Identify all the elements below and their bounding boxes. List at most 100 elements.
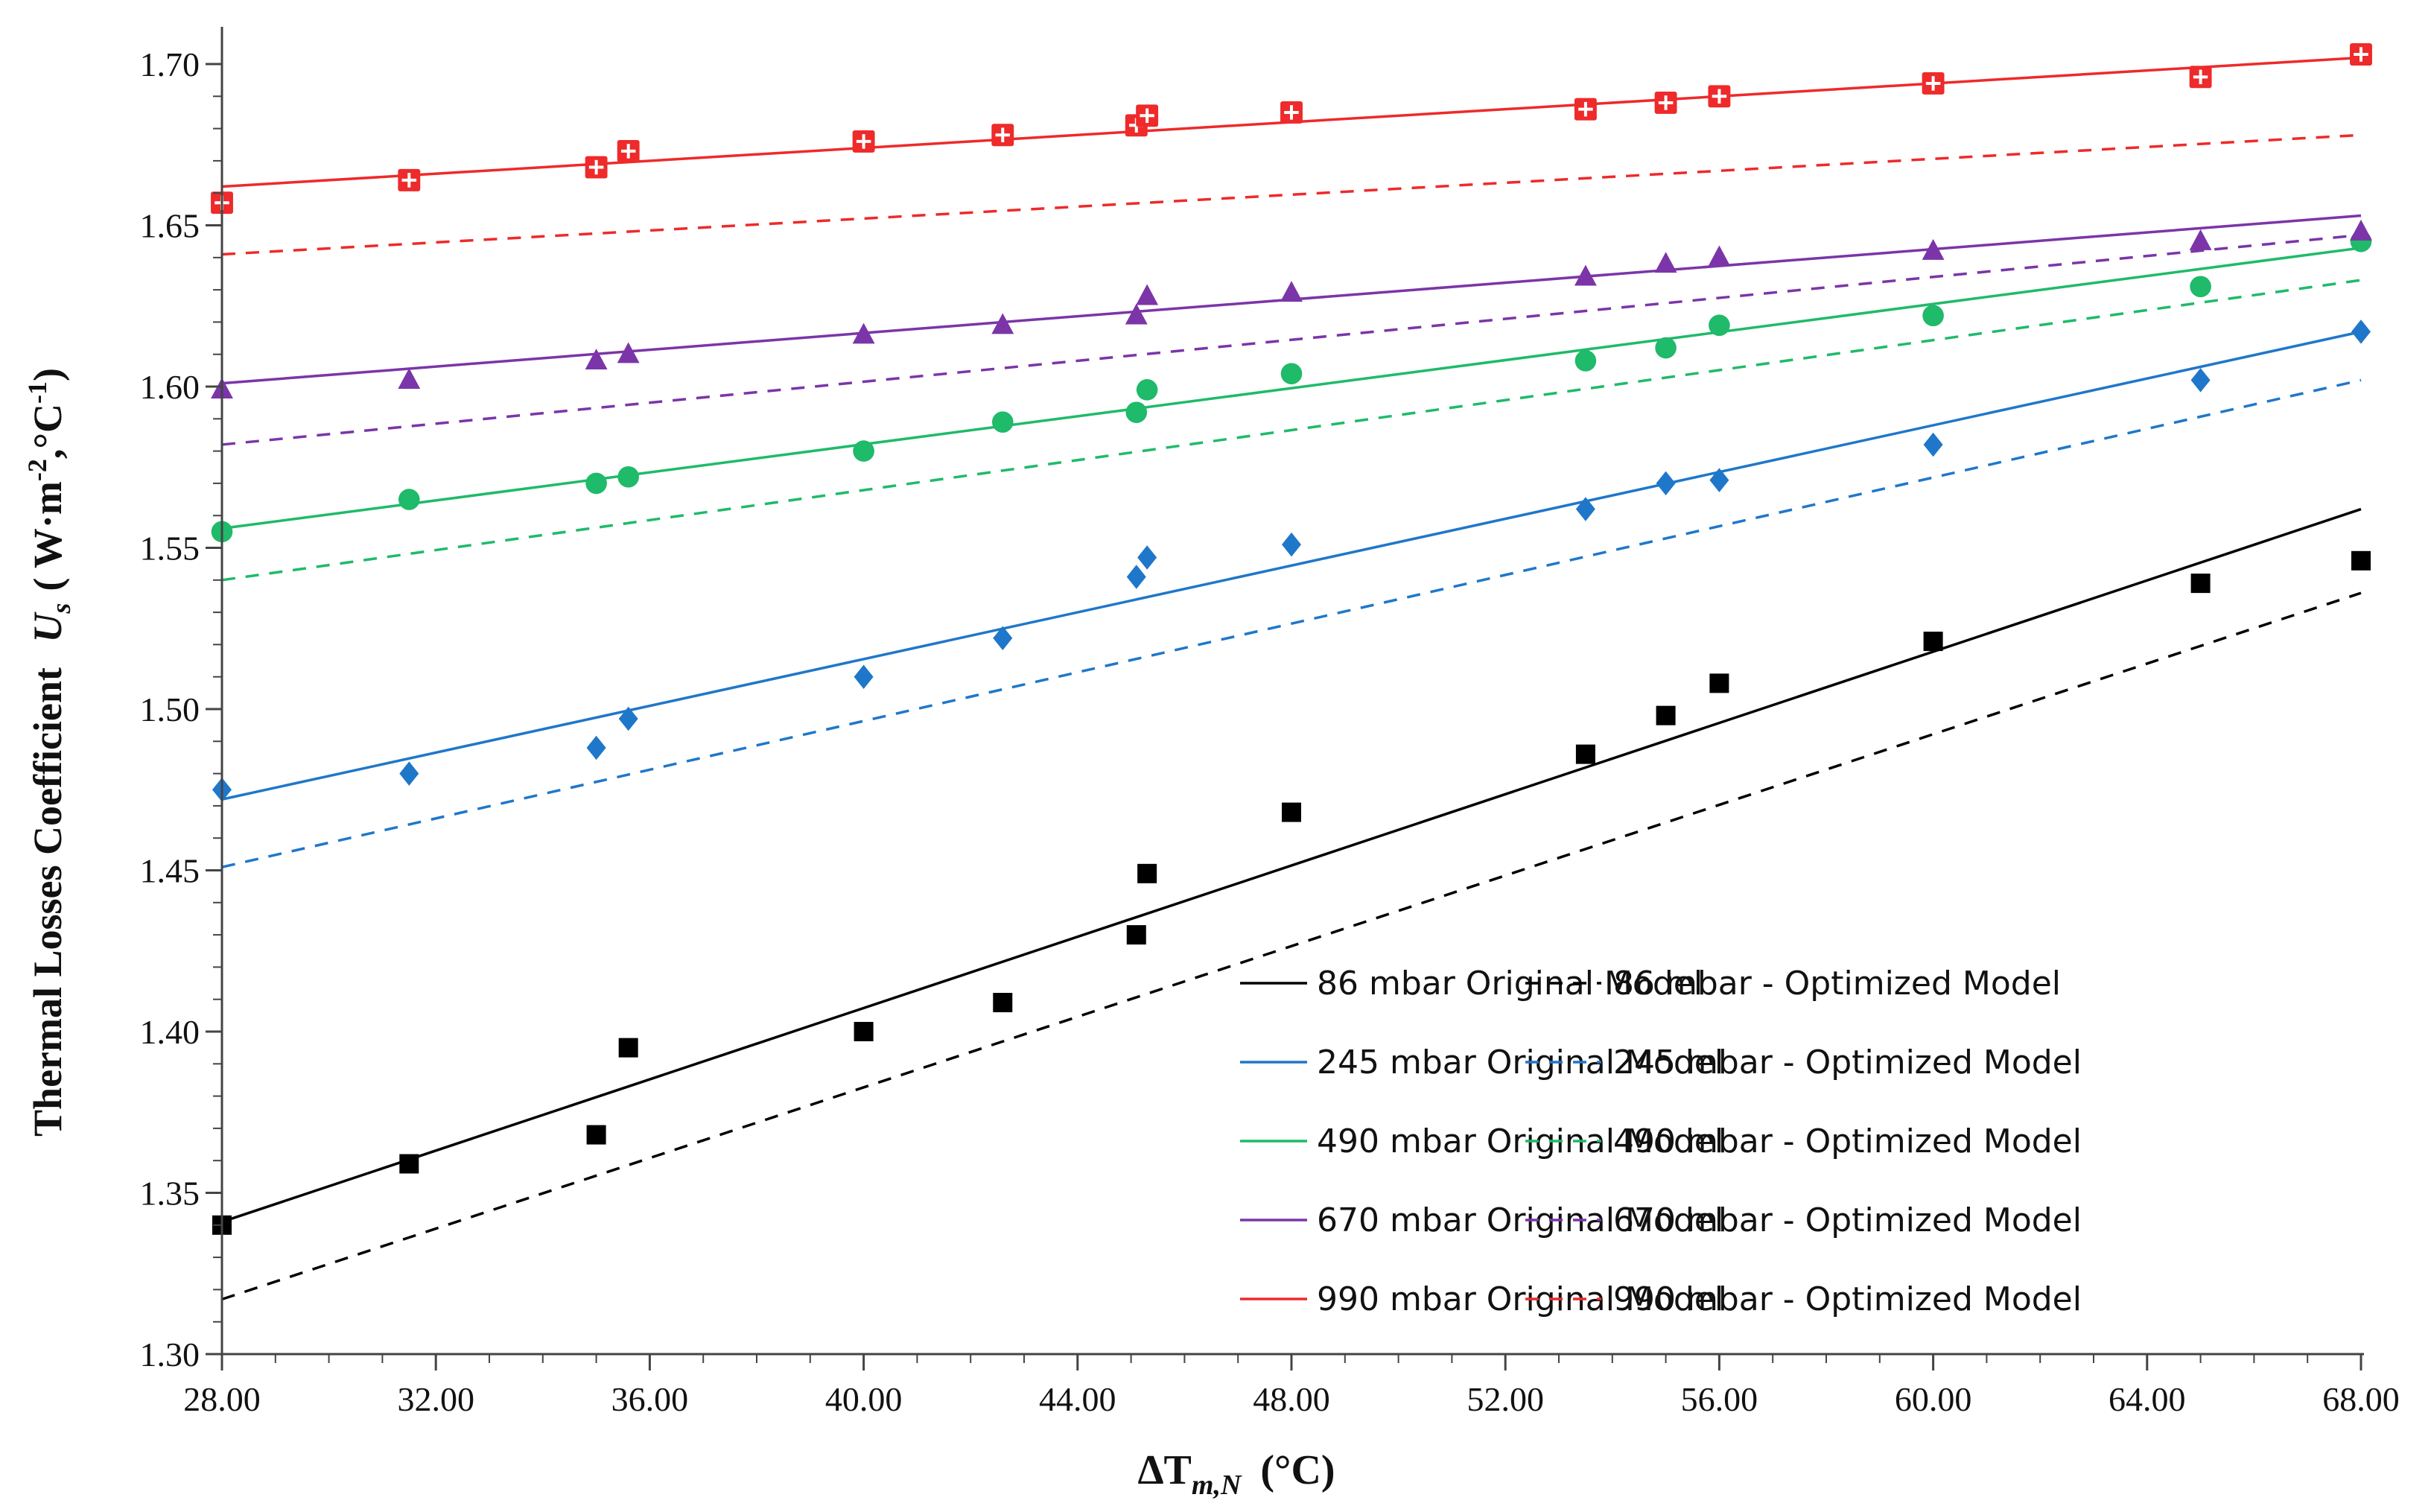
data-point: [585, 156, 608, 179]
data-point: [2190, 276, 2211, 298]
data-point: [1709, 673, 1729, 693]
data-point: [1126, 565, 1146, 589]
data-point: [618, 706, 638, 731]
data-point: [398, 168, 421, 191]
y-axis-title: Thermal Losses Coefficient Us ( W·m-2,°C-…: [22, 368, 76, 1137]
data-point: [1125, 401, 1148, 423]
data-point: [2189, 66, 2212, 89]
data-point: [853, 440, 874, 462]
measured-points: [211, 43, 2372, 1235]
data-point: [1922, 305, 1944, 327]
legend-label-optimized: 245 mbar - Optimized Model: [1613, 1044, 2082, 1081]
data-point: [1126, 925, 1146, 945]
data-point: [1136, 379, 1158, 401]
data-point: [1125, 303, 1148, 325]
data-point: [1708, 245, 1731, 267]
data-point: [1656, 471, 1676, 496]
y-axis-title-unit-mid: ,°C: [25, 404, 70, 459]
data-point: [1280, 363, 1303, 384]
data-point: [586, 1125, 606, 1145]
x-axis-title-sub: m,N: [1192, 1470, 1242, 1501]
optimized-model-line: [221, 591, 2362, 1301]
data-point: [1280, 101, 1303, 124]
data-point: [1574, 350, 1597, 372]
data-point: [1922, 72, 1945, 95]
svg-text:ΔTm,N(°C): ΔTm,N (°C): [1137, 1447, 1335, 1501]
data-point: [2189, 229, 2212, 250]
data-point: [585, 472, 607, 495]
data-point: [586, 735, 606, 760]
x-tick-label: 28.00: [183, 1380, 261, 1418]
data-point: [1922, 238, 1945, 260]
data-point: [1282, 802, 1301, 822]
y-tick-label: 1.40: [140, 1013, 200, 1051]
y-axis-title-unit-open: ( W·m: [25, 481, 70, 591]
data-point: [398, 368, 421, 390]
data-point: [398, 489, 420, 510]
x-tick-label: 56.00: [1681, 1380, 1758, 1418]
legend-label-original: 86 mbar Original Model: [1317, 965, 1703, 1003]
data-point: [1709, 468, 1729, 492]
data-point: [991, 411, 1014, 433]
data-point: [1574, 98, 1597, 121]
x-tick-label: 32.00: [397, 1380, 474, 1418]
x-tick-label: 44.00: [1039, 1380, 1116, 1418]
y-axis-title-exp1: -2: [22, 459, 52, 481]
data-point: [1136, 284, 1159, 305]
y-tick-label: 1.70: [140, 45, 200, 83]
optimized-model-line: [221, 279, 2362, 582]
data-point: [2190, 368, 2211, 393]
data-point: [585, 349, 608, 370]
x-tick-label: 40.00: [825, 1380, 903, 1418]
data-point: [1709, 314, 1730, 337]
x-tick-label: 68.00: [2322, 1380, 2400, 1418]
data-point: [618, 1038, 638, 1058]
data-point: [1656, 705, 1676, 725]
y-tick-label: 1.55: [140, 530, 200, 568]
legend-label-optimized: 86 mbar - Optimized Model: [1613, 965, 2061, 1003]
data-point: [1136, 104, 1159, 127]
data-point: [854, 664, 874, 689]
svg-text:Thermal Losses Coefficient: Thermal Losses Coefficient Us ( W·m-2,°C-…: [22, 368, 76, 1137]
data-point: [1574, 264, 1597, 286]
data-point: [399, 761, 419, 786]
data-point: [2351, 550, 2371, 571]
original-model-line: [221, 247, 2362, 530]
y-tick-label: 1.60: [140, 368, 200, 406]
axes: 28.00 32.00 36.00 40.00 44.00 48.00 52.00 56.00…: [140, 27, 2400, 1418]
optimized-model-line: [221, 378, 2362, 868]
data-point: [993, 993, 1013, 1013]
data-point: [1923, 632, 1943, 652]
data-point: [1654, 252, 1677, 273]
y-axis-title-sub: s: [46, 603, 76, 614]
y-axis-title-exp2: -1: [22, 381, 52, 404]
data-point: [1575, 744, 1595, 764]
x-tick-label: 64.00: [2109, 1380, 2186, 1418]
data-point: [1654, 92, 1677, 114]
x-axis-title: ΔTm,N (°C): [1137, 1447, 1335, 1501]
legend-label-original: 990 mbar Original Model: [1317, 1280, 1723, 1318]
data-point: [993, 626, 1013, 650]
data-point: [1655, 337, 1677, 359]
y-tick-label: 1.35: [140, 1175, 200, 1213]
legend-label-optimized: 490 mbar - Optimized Model: [1613, 1122, 2082, 1160]
optimized-model-line: [221, 233, 2362, 446]
data-point: [852, 130, 875, 153]
data-point: [852, 323, 875, 344]
data-point: [991, 313, 1014, 334]
data-point: [617, 466, 639, 488]
legend-label-original: 490 mbar Original Model: [1317, 1122, 1723, 1160]
y-axis-title-unit-close: ): [25, 368, 70, 381]
data-point: [2351, 320, 2371, 344]
data-point: [1708, 85, 1731, 108]
data-point: [1923, 432, 1943, 457]
data-point: [1282, 532, 1301, 557]
y-axis-title-symbol: U: [25, 612, 70, 643]
x-tick-label: 60.00: [1895, 1380, 1972, 1418]
data-point: [617, 342, 640, 363]
data-point: [1137, 863, 1157, 883]
data-point: [1280, 281, 1303, 302]
legend-label-optimized: 670 mbar - Optimized Model: [1613, 1201, 2082, 1239]
